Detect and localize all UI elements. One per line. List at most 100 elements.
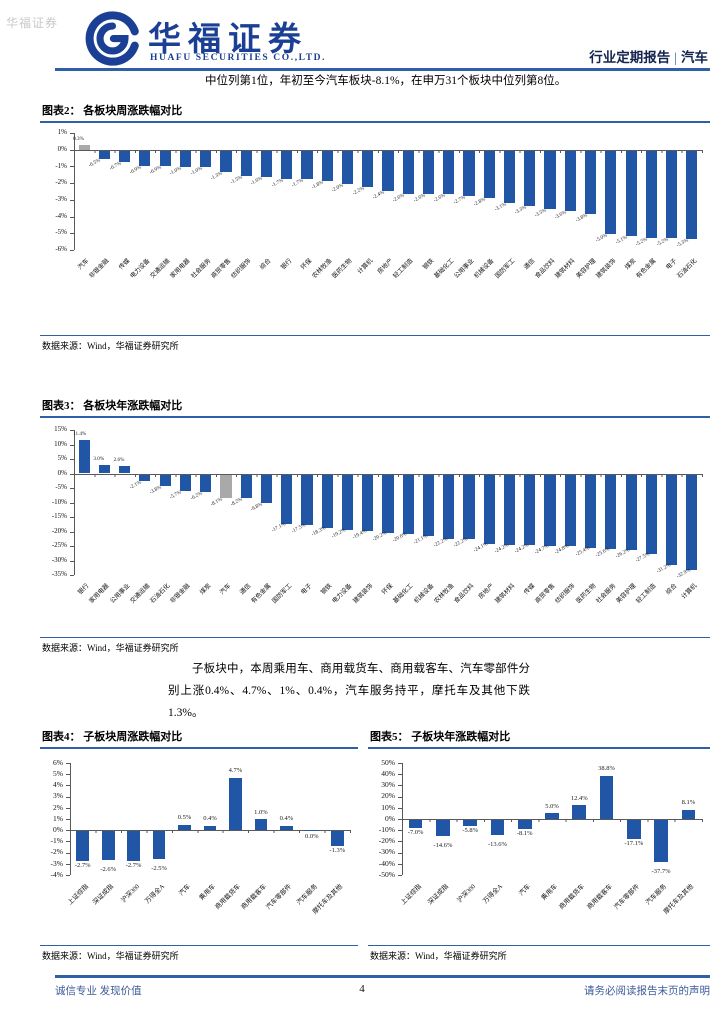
value-label: -9.8% — [250, 501, 264, 513]
y-tick — [66, 819, 70, 820]
y-tick — [70, 560, 74, 562]
bar-摩托车及其他 — [330, 831, 344, 846]
bar-非银金融 — [98, 150, 110, 160]
bar-汽车零部件 — [280, 825, 293, 831]
bar-钢铁 — [422, 150, 435, 195]
bar-石油石化 — [686, 150, 698, 240]
report-type-label: 行业定期报告 — [589, 50, 671, 65]
bar-轻工制造 — [402, 150, 414, 195]
value-label: -2.6% — [432, 192, 447, 204]
y-tick-label: 5% — [57, 454, 67, 463]
y-tick-label: -1% — [50, 836, 64, 846]
bar-电子 — [666, 150, 678, 238]
y-tick — [66, 774, 70, 776]
bar-钢铁 — [321, 474, 333, 528]
bar-综合 — [666, 474, 678, 565]
bar-深证成指 — [436, 820, 450, 837]
value-label: -2.5% — [151, 865, 167, 873]
bar-汽车 — [178, 824, 191, 831]
value-label: 0.5% — [177, 814, 192, 822]
y-tick — [66, 841, 70, 843]
y-tick — [70, 517, 74, 518]
value-label: 3.0% — [93, 455, 105, 462]
figure-5-source: 数据来源：Wind，华福证券研究所 — [368, 945, 710, 962]
bar-摩托车及其他 — [681, 809, 696, 819]
subsector-weekly-change-chart: 6% 5% 4% 3% 2% 1% 0% -1% -2% -3% -4% -2.7% 上证综指 -2.6%… — [40, 749, 358, 945]
y-tick-label: -5% — [55, 483, 67, 492]
y-tick-label: 10% — [54, 439, 67, 448]
value-label: -5.2% — [655, 236, 670, 248]
bar-医药生物 — [585, 474, 597, 549]
y-tick-label: -20% — [51, 526, 67, 535]
bar-计算机 — [362, 150, 374, 188]
value-label: -2.1% — [128, 479, 143, 491]
value-label: -6.2% — [189, 490, 204, 503]
bar-建筑材料 — [564, 150, 576, 211]
value-label: -1.3% — [329, 846, 346, 854]
bar-计算机 — [686, 474, 698, 570]
bar-社会服务 — [200, 150, 212, 168]
bar-商用载客车 — [599, 775, 614, 819]
footer-disclaimer: 请务必阅读报告末页的声明 — [584, 986, 710, 997]
y-tick-label: 0% — [57, 468, 67, 477]
value-label: -14.6% — [433, 842, 453, 850]
y-tick — [66, 763, 70, 764]
y-tick — [70, 133, 74, 134]
bar-有色金属 — [645, 150, 657, 238]
bar-环保 — [382, 474, 394, 534]
bar-美容护理 — [585, 150, 597, 215]
bar-商贸零售 — [544, 474, 556, 547]
y-tick-label: 1% — [57, 128, 67, 137]
figure-3-source: 数据来源：Wind，华福证券研究所 — [40, 637, 710, 654]
bar-电力设备 — [341, 474, 354, 531]
bar-乘用车 — [203, 825, 217, 831]
value-label: -2.7% — [452, 194, 467, 206]
y-tick — [66, 796, 70, 798]
bar-商用载货车 — [229, 777, 242, 831]
value-label: -3.5% — [533, 207, 548, 219]
value-label: -31.2% — [655, 562, 672, 575]
y-tick-label: -20% — [378, 836, 395, 846]
bar-汽车零部件 — [627, 820, 641, 840]
y-tick-label: -30% — [378, 847, 395, 857]
figure-4: 图表4： 子板块周涨跌幅对比 6% 5% 4% 3% 2% 1% 0% -1% -2% -3% -4… — [40, 726, 358, 962]
figure-2-source: 数据来源：Wind，华福证券研究所 — [40, 335, 710, 352]
bar-有色金属 — [260, 474, 273, 503]
y-tick — [66, 785, 70, 787]
bar-农林牧渔 — [321, 150, 333, 181]
y-tick-label: -3% — [50, 858, 64, 868]
bar-非银金融 — [179, 474, 191, 492]
bar-乘用车 — [545, 813, 559, 819]
y-tick — [398, 796, 402, 798]
huafu-logo-icon — [85, 11, 139, 66]
bar-农林牧渔 — [443, 474, 455, 539]
y-tick — [70, 430, 74, 431]
value-label: 0.3% — [73, 135, 84, 142]
value-label: -0.5% — [87, 157, 102, 169]
figure-4-title: 图表4： 子板块周涨跌幅对比 — [40, 726, 358, 749]
value-label: -1.8% — [310, 179, 325, 191]
value-label: -1.5% — [229, 174, 244, 186]
y-tick — [70, 149, 74, 151]
footer-rule — [55, 975, 710, 978]
y-tick-label: -3% — [55, 194, 67, 203]
y-tick — [70, 531, 74, 533]
value-label: 0.4% — [203, 815, 217, 823]
value-label: -2.6% — [391, 192, 406, 204]
sector-yearly-change-chart: 15% 10% 5% 0% -5% -10% -15% -20% -25% -30% -35% 11.… — [40, 418, 710, 637]
intro-text: 中位列第1位，年初至今汽车板块-8.1%，在申万31个板块中位列第8位。 — [205, 75, 567, 87]
figure-3-title: 图表3： 各板块年涨跌幅对比 — [40, 395, 710, 418]
bar-基础化工 — [402, 474, 414, 535]
value-label: -0.9% — [128, 164, 143, 176]
value-label: -37.7% — [651, 868, 671, 876]
y-tick — [398, 785, 402, 787]
body-text: 子板块中，本周乘用车、商用载货车、商用载客车、汽车零部件分别上涨0.4%、4.7… — [168, 663, 530, 719]
value-label: -20.6% — [391, 531, 409, 544]
y-tick-label: -15% — [51, 512, 67, 521]
y-tick — [70, 546, 74, 547]
y-tick-label: 4% — [53, 780, 63, 790]
value-label: -22.2% — [432, 536, 449, 549]
y-tick — [66, 807, 70, 809]
bar-家用电器 — [98, 464, 110, 474]
